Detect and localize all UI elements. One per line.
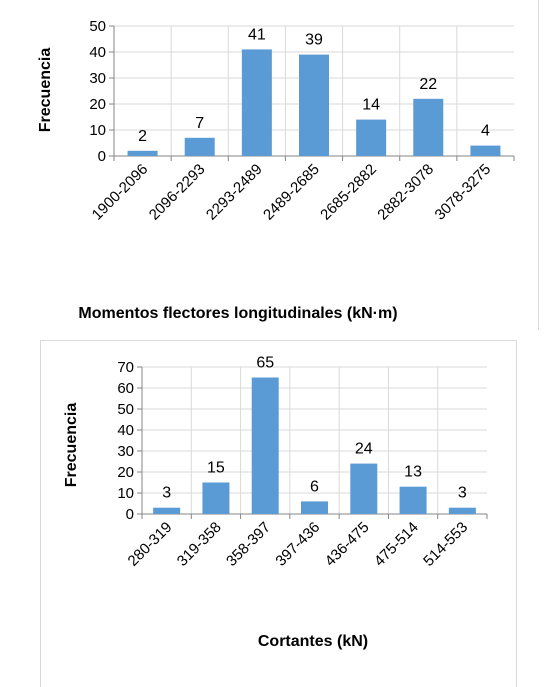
- chart-frame: [40, 340, 517, 687]
- x-tick-label: 475-514: [371, 519, 422, 570]
- x-tick-label: 2293-2489: [203, 161, 266, 224]
- y-tick-label: 0: [98, 148, 106, 165]
- y-axis-label: Frecuencia: [37, 48, 54, 133]
- y-tick-label: 10: [89, 122, 106, 139]
- x-tick-label: 2685-2882: [317, 161, 380, 224]
- chart-cortantes: 3 15 65 6 24 13 3 0 10 20 30 40 50 60 70 280-319319-3…: [63, 355, 488, 650]
- x-tick-label: 514-553: [420, 519, 471, 570]
- bar: [356, 119, 387, 156]
- x-tick-label: 2096-2293: [146, 161, 209, 224]
- data-label: 14: [362, 97, 380, 114]
- bar: [299, 54, 329, 156]
- data-label: 3: [458, 485, 467, 502]
- y-tick-label: 60: [117, 380, 134, 397]
- chart-panel-cortantes: 3 15 65 6 24 13 3 0 10 20 30 40 50 60 70 280-319 319-3…: [0, 340, 548, 687]
- x-tick-label: 280-319: [125, 519, 176, 570]
- bar: [470, 145, 501, 156]
- data-label: 13: [404, 464, 422, 481]
- y-tick-label: 20: [117, 464, 134, 481]
- bar: [241, 49, 272, 156]
- data-label: 7: [195, 115, 204, 132]
- y-tick-label: 50: [89, 18, 106, 35]
- bar: [350, 463, 378, 514]
- y-tick-label: 30: [89, 70, 106, 87]
- y-tick-label: 10: [117, 485, 134, 502]
- bar: [301, 501, 328, 514]
- x-tick-label: 3078-3275: [432, 161, 495, 224]
- y-tick-label: 40: [89, 44, 106, 61]
- data-label: 41: [248, 26, 266, 43]
- x-tick-label: 2489-2685: [260, 161, 323, 224]
- data-label: 3: [162, 485, 171, 502]
- data-label: 4: [481, 123, 490, 140]
- bar: [413, 98, 444, 156]
- chart-momentos: 2 7 41 39 14 22 4 0 10 20 30 40 50 1900-20962096-22…: [37, 18, 515, 322]
- data-label: 6: [310, 478, 319, 495]
- bar: [127, 150, 158, 156]
- data-label: 39: [305, 32, 323, 49]
- x-axis-label: Cortantes (kN): [258, 633, 368, 650]
- y-tick-label: 0: [126, 506, 134, 523]
- bar: [153, 507, 181, 514]
- x-tick-label: 358-397: [223, 519, 274, 570]
- x-tick-label: 397-436: [272, 519, 323, 570]
- y-tick-label: 50: [117, 401, 134, 418]
- x-axis-label: Momentos flectores longitudinales (kN·m): [78, 305, 397, 322]
- chart-panel-momentos: 2 7 41 39 14 22 4 0 10 20 30 40 50 1900-2096 2096-22…: [0, 0, 539, 330]
- data-label: 22: [419, 76, 437, 93]
- data-label: 24: [355, 441, 373, 458]
- bar: [399, 486, 427, 514]
- bar: [202, 482, 230, 514]
- y-tick-label: 40: [117, 422, 134, 439]
- x-tick-label: 1900-2096: [89, 161, 152, 224]
- bar: [251, 377, 279, 514]
- y-tick-label: 20: [89, 96, 106, 113]
- bar: [184, 137, 215, 156]
- x-tick-label: 436-475: [322, 519, 373, 570]
- y-tick-label: 30: [117, 443, 134, 460]
- bar: [448, 507, 476, 514]
- data-label: 15: [207, 460, 225, 477]
- data-label: 2: [138, 128, 147, 145]
- y-tick-label: 70: [117, 359, 134, 376]
- x-tick-label: 2882-3078: [374, 161, 437, 224]
- x-tick-label: 319-358: [174, 519, 225, 570]
- y-axis-label: Frecuencia: [63, 403, 80, 488]
- data-label: 65: [256, 355, 274, 372]
